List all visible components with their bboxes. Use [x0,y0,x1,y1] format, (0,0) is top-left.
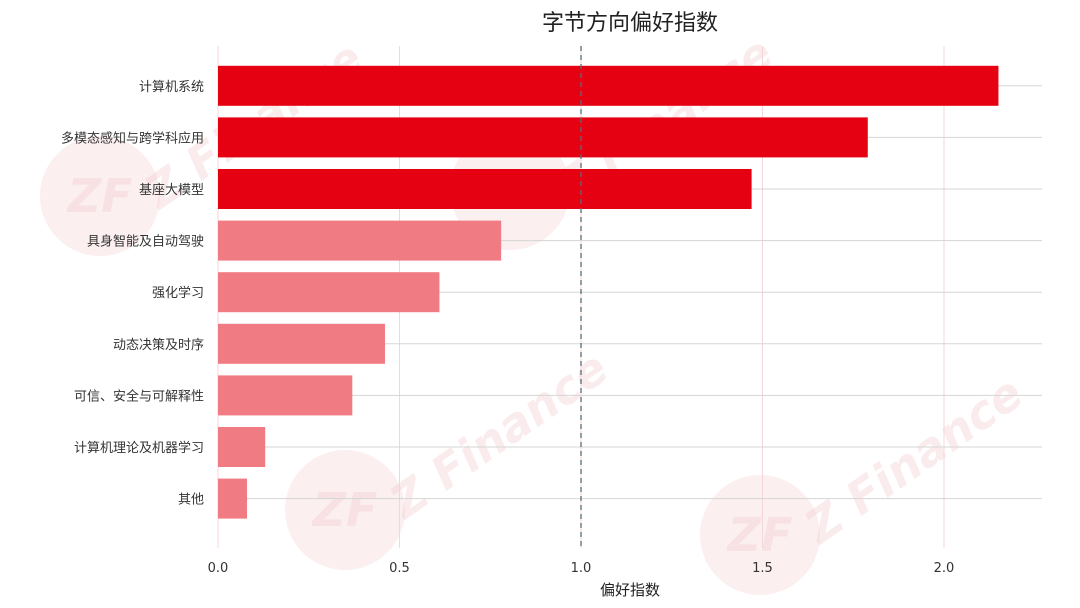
x-tick-label: 0.5 [389,561,410,576]
category-label: 其他 [178,493,204,508]
x-tick-label: 2.0 [934,561,955,576]
watermark-logo-circle [700,475,820,595]
x-tick-label: 1.0 [571,561,592,576]
bar [218,117,868,158]
bar [218,220,502,261]
x-tick-label: 0.0 [208,561,229,576]
bar [218,375,353,416]
category-label: 计算机系统 [139,80,204,95]
watermark-logo-circle [285,450,405,570]
bar [218,272,440,313]
chart-title: 字节方向偏好指数 [542,11,718,36]
x-tick-labels: 0.0 0.5 1.0 1.5 2.0 [208,561,955,576]
x-tick-label: 1.5 [752,561,773,576]
category-label: 具身智能及自动驾驶 [87,234,204,250]
category-label: 强化学习 [152,285,204,301]
bar [218,427,266,467]
bars [218,65,999,519]
category-label: 可信、安全与可解释性 [74,388,204,404]
watermark-logo-circle [40,136,160,256]
bar [218,65,999,106]
bar [218,169,752,209]
category-label: 计算机理论及机器学习 [74,440,204,456]
watermark-logo: ZF [726,508,793,562]
watermark-logo: ZF [311,483,378,537]
bar [218,323,385,364]
bar [218,478,248,519]
category-label: 动态决策及时序 [113,337,204,353]
category-label: 基座大模型 [139,183,204,198]
category-label: 多模态感知与跨学科应用 [61,130,204,146]
watermark-text: Z Finance [794,365,1033,555]
watermark: ZF Z Finance ZF Z Finance ZF Z Finance Z… [40,25,1032,595]
x-axis-title: 偏好指数 [600,581,660,599]
watermark-logo: ZF [66,169,133,223]
category-labels: 计算机系统多模态感知与跨学科应用基座大模型具身智能及自动驾驶强化学习动态决策及时… [61,80,204,508]
